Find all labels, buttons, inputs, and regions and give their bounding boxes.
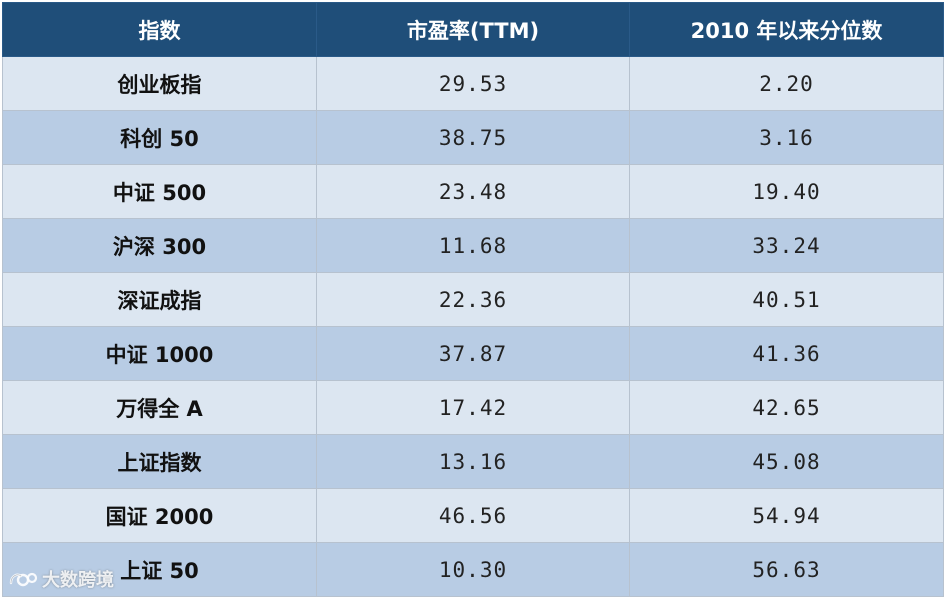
row-percentile-value: 19.40 — [629, 164, 944, 219]
row-percentile-value: 33.24 — [629, 218, 944, 273]
row-pe-value: 38.75 — [316, 110, 630, 165]
row-index-name: 中证 500 — [2, 164, 317, 219]
table-row: 上证指数 13.16 45.08 — [2, 434, 944, 489]
row-index-name: 上证 50 — [2, 542, 317, 597]
row-percentile-value: 42.65 — [629, 380, 944, 435]
table-row: 万得全 A 17.42 42.65 — [2, 380, 944, 435]
table-row: 深证成指 22.36 40.51 — [2, 272, 944, 327]
row-index-name: 上证指数 — [2, 434, 317, 489]
row-index-name: 沪深 300 — [2, 218, 317, 273]
row-index-name: 深证成指 — [2, 272, 317, 327]
row-index-name: 中证 1000 — [2, 326, 317, 381]
row-percentile-value: 41.36 — [629, 326, 944, 381]
row-pe-value: 46.56 — [316, 488, 630, 543]
row-index-name: 国证 2000 — [2, 488, 317, 543]
header-pe-ttm: 市盈率(TTM) — [316, 2, 630, 57]
row-pe-value: 17.42 — [316, 380, 630, 435]
table-row: 国证 2000 46.56 54.94 — [2, 488, 944, 543]
table-header-row: 指数 市盈率(TTM) 2010 年以来分位数 — [2, 2, 944, 57]
table-row: 中证 500 23.48 19.40 — [2, 164, 944, 219]
row-index-name: 科创 50 — [2, 110, 317, 165]
header-index: 指数 — [2, 2, 317, 57]
row-percentile-value: 3.16 — [629, 110, 944, 165]
table-row: 沪深 300 11.68 33.24 — [2, 218, 944, 273]
row-percentile-value: 40.51 — [629, 272, 944, 327]
row-percentile-value: 56.63 — [629, 542, 944, 597]
row-percentile-value: 45.08 — [629, 434, 944, 489]
row-pe-value: 23.48 — [316, 164, 630, 219]
row-pe-value: 10.30 — [316, 542, 630, 597]
row-percentile-value: 2.20 — [629, 56, 944, 111]
table-row: 上证 50 10.30 56.63 — [2, 542, 944, 597]
table-row: 科创 50 38.75 3.16 — [2, 110, 944, 165]
row-pe-value: 22.36 — [316, 272, 630, 327]
row-index-name: 创业板指 — [2, 56, 317, 111]
row-pe-value: 29.53 — [316, 56, 630, 111]
row-index-name: 万得全 A — [2, 380, 317, 435]
header-percentile: 2010 年以来分位数 — [629, 2, 944, 57]
row-percentile-value: 54.94 — [629, 488, 944, 543]
row-pe-value: 37.87 — [316, 326, 630, 381]
row-pe-value: 13.16 — [316, 434, 630, 489]
table-row: 中证 1000 37.87 41.36 — [2, 326, 944, 381]
table-row: 创业板指 29.53 2.20 — [2, 56, 944, 111]
row-pe-value: 11.68 — [316, 218, 630, 273]
